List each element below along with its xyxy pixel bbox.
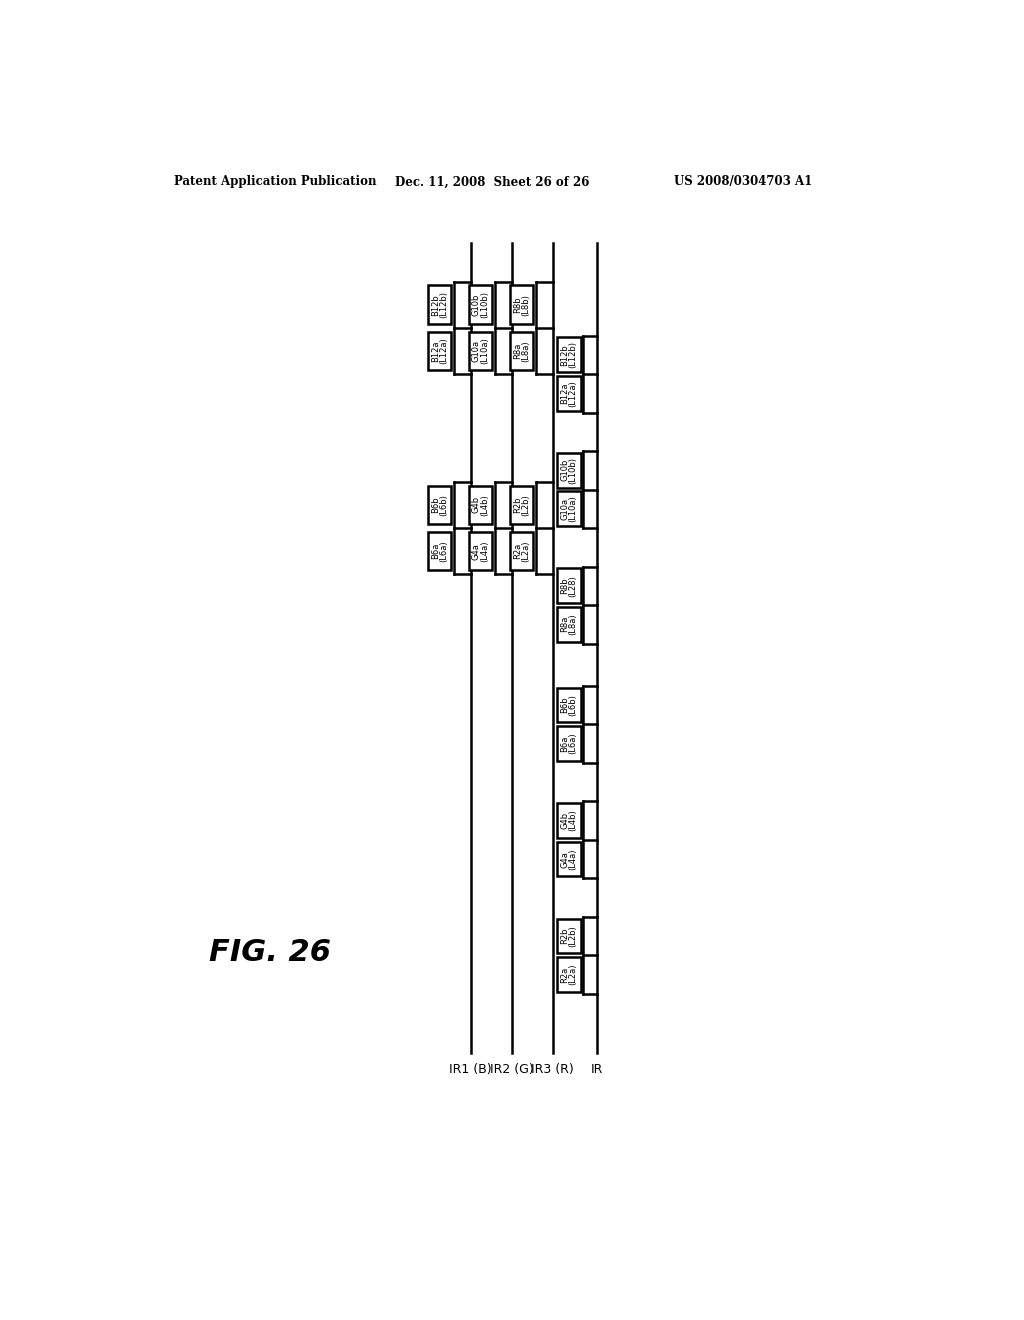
Text: R2a
(L2a): R2a (L2a) [560, 964, 578, 985]
Text: R8b
(L8b): R8b (L8b) [513, 294, 530, 315]
Text: B12b
(L12b): B12b (L12b) [431, 292, 449, 318]
FancyBboxPatch shape [428, 285, 452, 323]
Text: R2b
(L2b): R2b (L2b) [513, 494, 530, 516]
Text: G4b
(L4b): G4b (L4b) [560, 809, 578, 832]
Text: R2a
(L2a): R2a (L2a) [513, 540, 530, 562]
FancyBboxPatch shape [428, 532, 452, 570]
FancyBboxPatch shape [557, 607, 581, 642]
Text: B12a
(L12a): B12a (L12a) [431, 338, 449, 364]
Text: IR3 (R): IR3 (R) [531, 1063, 574, 1076]
Text: G10a
(L10a): G10a (L10a) [472, 338, 489, 364]
FancyBboxPatch shape [428, 486, 452, 524]
FancyBboxPatch shape [557, 957, 581, 991]
FancyBboxPatch shape [557, 919, 581, 953]
Text: FIG. 26: FIG. 26 [209, 939, 332, 966]
Text: R8a
(L8a): R8a (L8a) [513, 341, 530, 362]
Text: B12b
(L12b): B12b (L12b) [560, 342, 578, 368]
FancyBboxPatch shape [469, 486, 493, 524]
Text: B12a
(L12a): B12a (L12a) [560, 380, 578, 407]
FancyBboxPatch shape [557, 453, 581, 487]
Text: B6b
(L6b): B6b (L6b) [560, 694, 578, 715]
FancyBboxPatch shape [510, 486, 534, 524]
FancyBboxPatch shape [510, 285, 534, 323]
Text: IR2 (G): IR2 (G) [489, 1063, 534, 1076]
Text: G4a
(L4a): G4a (L4a) [560, 849, 578, 870]
Text: R8b
(L28): R8b (L28) [560, 576, 578, 597]
FancyBboxPatch shape [510, 532, 534, 570]
FancyBboxPatch shape [557, 688, 581, 722]
Text: US 2008/0304703 A1: US 2008/0304703 A1 [675, 176, 813, 189]
FancyBboxPatch shape [428, 331, 452, 370]
FancyBboxPatch shape [557, 491, 581, 527]
FancyBboxPatch shape [469, 285, 493, 323]
Text: G10a
(L10a): G10a (L10a) [560, 495, 578, 523]
Text: Patent Application Publication: Patent Application Publication [174, 176, 377, 189]
Text: B6a
(L6a): B6a (L6a) [560, 733, 578, 755]
FancyBboxPatch shape [557, 842, 581, 876]
FancyBboxPatch shape [557, 569, 581, 603]
FancyBboxPatch shape [469, 331, 493, 370]
Text: Dec. 11, 2008  Sheet 26 of 26: Dec. 11, 2008 Sheet 26 of 26 [395, 176, 590, 189]
Text: B6b
(L6b): B6b (L6b) [431, 494, 449, 516]
Text: G10b
(L10b): G10b (L10b) [472, 292, 489, 318]
Text: G4b
(L4b): G4b (L4b) [472, 494, 489, 516]
FancyBboxPatch shape [557, 726, 581, 760]
FancyBboxPatch shape [557, 338, 581, 372]
Text: G10b
(L10b): G10b (L10b) [560, 457, 578, 483]
Text: R8a
(L8a): R8a (L8a) [560, 614, 578, 635]
Text: B6a
(L6a): B6a (L6a) [431, 540, 449, 562]
Text: IR1 (B): IR1 (B) [450, 1063, 492, 1076]
FancyBboxPatch shape [557, 376, 581, 411]
Text: G4a
(L4a): G4a (L4a) [472, 540, 489, 562]
Text: IR: IR [591, 1063, 603, 1076]
Text: R2b
(L2b): R2b (L2b) [560, 925, 578, 946]
FancyBboxPatch shape [510, 331, 534, 370]
FancyBboxPatch shape [469, 532, 493, 570]
FancyBboxPatch shape [557, 804, 581, 838]
